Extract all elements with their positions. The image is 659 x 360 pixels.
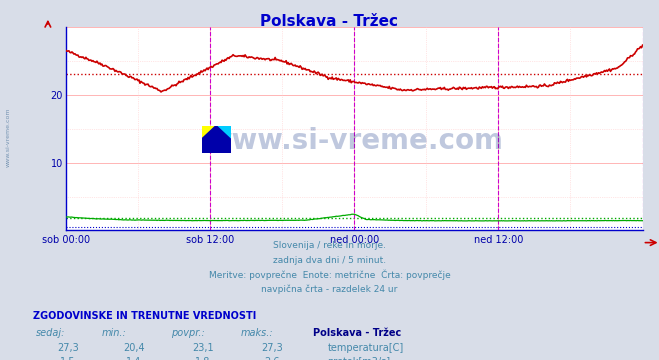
Polygon shape: [202, 126, 231, 153]
Text: zadnja dva dni / 5 minut.: zadnja dva dni / 5 minut.: [273, 256, 386, 265]
Text: Slovenija / reke in morje.: Slovenija / reke in morje.: [273, 241, 386, 250]
Text: navpična črta - razdelek 24 ur: navpična črta - razdelek 24 ur: [262, 284, 397, 294]
Text: 23,1: 23,1: [192, 343, 214, 353]
Text: maks.:: maks.:: [241, 328, 273, 338]
Text: 2,6: 2,6: [264, 357, 280, 360]
Text: www.si-vreme.com: www.si-vreme.com: [5, 107, 11, 167]
Polygon shape: [216, 126, 231, 139]
Text: Polskava - Tržec: Polskava - Tržec: [260, 14, 399, 30]
Text: ZGODOVINSKE IN TRENUTNE VREDNOSTI: ZGODOVINSKE IN TRENUTNE VREDNOSTI: [33, 311, 256, 321]
Text: pretok[m3/s]: pretok[m3/s]: [328, 357, 391, 360]
Text: 27,3: 27,3: [57, 343, 79, 353]
Text: 20,4: 20,4: [123, 343, 144, 353]
Text: 1,8: 1,8: [195, 357, 211, 360]
Text: www.si-vreme.com: www.si-vreme.com: [206, 127, 503, 155]
Text: 27,3: 27,3: [261, 343, 283, 353]
Bar: [202, 126, 216, 139]
Text: Meritve: povprečne  Enote: metrične  Črta: povprečje: Meritve: povprečne Enote: metrične Črta:…: [209, 270, 450, 280]
Text: 1,4: 1,4: [126, 357, 142, 360]
Text: sedaj:: sedaj:: [36, 328, 66, 338]
Text: Polskava - Tržec: Polskava - Tržec: [313, 328, 401, 338]
Text: 1,5: 1,5: [60, 357, 76, 360]
Text: povpr.:: povpr.:: [171, 328, 205, 338]
Text: min.:: min.:: [102, 328, 127, 338]
Text: temperatura[C]: temperatura[C]: [328, 343, 404, 353]
